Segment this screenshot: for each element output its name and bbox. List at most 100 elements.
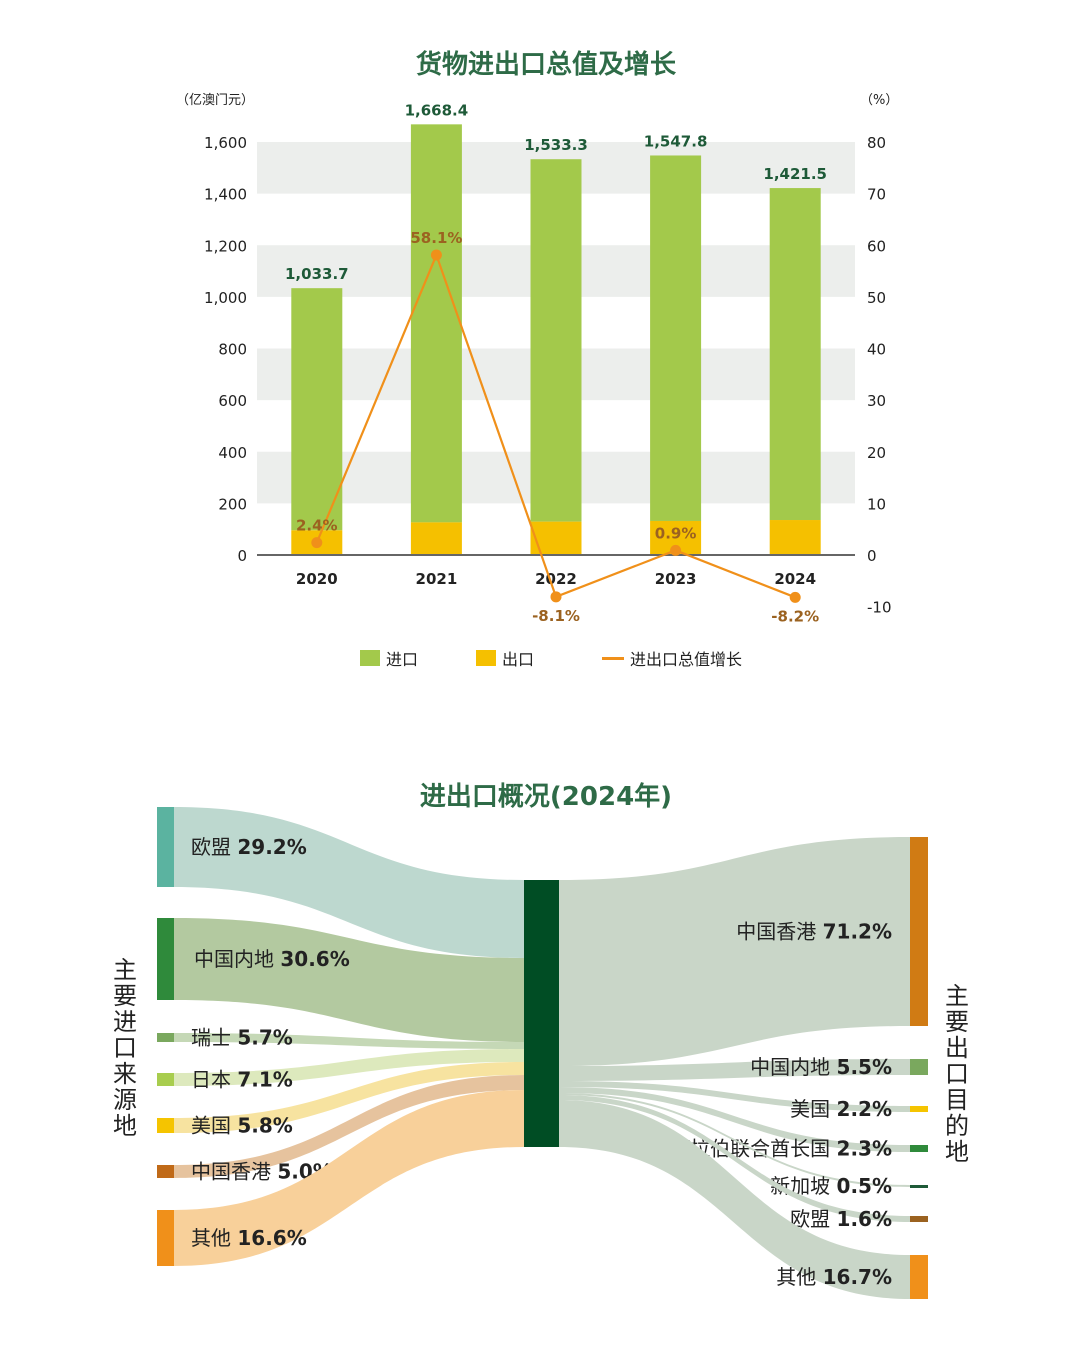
legend-item-growth: 进出口总值增长 <box>602 646 742 670</box>
source-node <box>157 1165 174 1178</box>
source-node <box>157 1118 174 1133</box>
bar-export-2024 <box>769 520 821 555</box>
source-name: 欧盟 <box>191 835 237 859</box>
destination-node <box>910 837 928 1026</box>
x-tick-label: 2021 <box>416 570 458 588</box>
growth-label: 2.4% <box>296 517 338 535</box>
source-value: 5.7% <box>237 1026 292 1050</box>
x-tick-label: 2024 <box>774 570 816 588</box>
inflow-band <box>174 1062 524 1133</box>
legend-import-swatch <box>360 650 380 666</box>
legend-export-label: 出口 <box>502 650 535 669</box>
destination-node <box>910 1145 928 1152</box>
destination-node <box>910 1106 928 1112</box>
destination-value: 2.3% <box>837 1137 892 1161</box>
right-tick-label: 0 <box>867 547 877 565</box>
outflow-band <box>559 837 910 1066</box>
bar-import-2021 <box>410 124 462 523</box>
bar-total-label: 1,421.5 <box>763 165 827 183</box>
destination-node <box>910 1216 928 1222</box>
x-tick-label: 2020 <box>296 570 338 588</box>
destination-node <box>910 1255 928 1299</box>
destination-value: 5.5% <box>837 1055 892 1079</box>
source-value: 30.6% <box>280 947 349 971</box>
bar-import-2024 <box>769 188 821 521</box>
destination-label: 欧盟 1.6% <box>790 1207 892 1231</box>
source-name: 其他 <box>191 1226 237 1250</box>
destination-value: 16.7% <box>823 1265 892 1289</box>
inflow-band <box>174 918 524 1042</box>
source-node <box>157 1210 174 1266</box>
bar-total-label: 1,033.7 <box>285 265 349 283</box>
right-tick-label: 80 <box>867 134 886 152</box>
right-axis-label: 主要出口目的地 <box>945 982 969 1166</box>
sankey-title: 进出口概况(2024年) <box>419 782 673 812</box>
growth-label: 58.1% <box>410 229 462 247</box>
left-tick-label: 1,200 <box>204 237 247 255</box>
legend-growth-line <box>602 656 624 660</box>
destination-name: 美国 <box>790 1097 836 1121</box>
growth-label: -8.2% <box>771 607 819 625</box>
left-axis-label: 主要进口来源地 <box>113 956 137 1140</box>
legend-item-export: 出口 <box>476 646 534 670</box>
source-name: 瑞士 <box>191 1026 237 1050</box>
outflow-band <box>559 1059 910 1081</box>
bar-line-chart: 0 200 400 600 800 1,000 1,200 1,400 1,600 -10 0 10 2… <box>176 92 898 625</box>
destination-name: 其他 <box>776 1265 822 1289</box>
source-name: 中国内地 <box>194 947 280 971</box>
left-tick-label: 800 <box>218 341 247 359</box>
left-tick-label: 1,400 <box>204 186 247 204</box>
source-label: 中国内地 30.6% <box>194 947 350 971</box>
bar-total-label: 1,547.8 <box>644 132 708 150</box>
left-tick-label: 600 <box>218 392 247 410</box>
right-tick-label: 50 <box>867 289 886 307</box>
destination-label: 美国 2.2% <box>790 1097 892 1121</box>
right-tick-label: 40 <box>867 341 886 359</box>
destination-label: 中国内地 5.5% <box>750 1055 892 1079</box>
destination-label: 其他 16.7% <box>776 1265 892 1289</box>
left-tick-label: 1,600 <box>204 134 247 152</box>
bar-total-label: 1,668.4 <box>405 101 469 119</box>
source-name: 美国 <box>191 1114 237 1138</box>
center-node <box>524 880 559 1147</box>
bar-chart-title: 货物进出口总值及增长 <box>415 50 676 80</box>
legend-import-label: 进口 <box>386 650 419 669</box>
source-name: 中国香港 <box>191 1160 277 1184</box>
growth-point <box>670 544 682 556</box>
right-tick-label: 30 <box>867 392 886 410</box>
inflow-band <box>174 1075 524 1178</box>
legend-export-swatch <box>476 650 496 666</box>
right-tick-label: -10 <box>867 599 892 617</box>
outflow-band <box>559 1081 910 1112</box>
legend-growth-label: 进出口总值增长 <box>630 650 743 669</box>
legend-item-import: 进口 <box>360 646 418 670</box>
source-name: 日本 <box>191 1068 237 1092</box>
outflow-band <box>559 1093 910 1187</box>
x-tick-label: 2023 <box>655 570 697 588</box>
growth-point <box>311 537 323 549</box>
source-label: 欧盟 29.2% <box>191 835 307 859</box>
source-label: 其他 16.6% <box>191 1226 307 1250</box>
source-value: 16.6% <box>237 1226 306 1250</box>
growth-point <box>789 591 801 603</box>
left-tick-label: 400 <box>218 444 247 462</box>
inflow-band <box>174 1049 524 1086</box>
bar-total-label: 1,533.3 <box>524 136 588 154</box>
source-label: 日本 7.1% <box>191 1068 293 1092</box>
right-tick-label: 60 <box>867 237 886 255</box>
destination-name: 中国香港 <box>736 920 822 944</box>
growth-point <box>550 591 562 603</box>
outflow-band <box>559 1100 910 1299</box>
outflow-band <box>559 1087 910 1152</box>
destination-value: 0.5% <box>837 1174 892 1198</box>
source-node <box>157 1033 174 1042</box>
left-tick-label: 200 <box>218 495 247 513</box>
left-tick-label: 1,000 <box>204 289 247 307</box>
right-axis-unit: （%） <box>860 93 898 108</box>
destination-label: 中国香港 71.2% <box>736 920 892 944</box>
destination-value: 71.2% <box>823 920 892 944</box>
destination-value: 1.6% <box>837 1207 892 1231</box>
inflow-band <box>174 1033 524 1049</box>
destination-node <box>910 1059 928 1075</box>
outflow-band <box>559 1095 910 1222</box>
